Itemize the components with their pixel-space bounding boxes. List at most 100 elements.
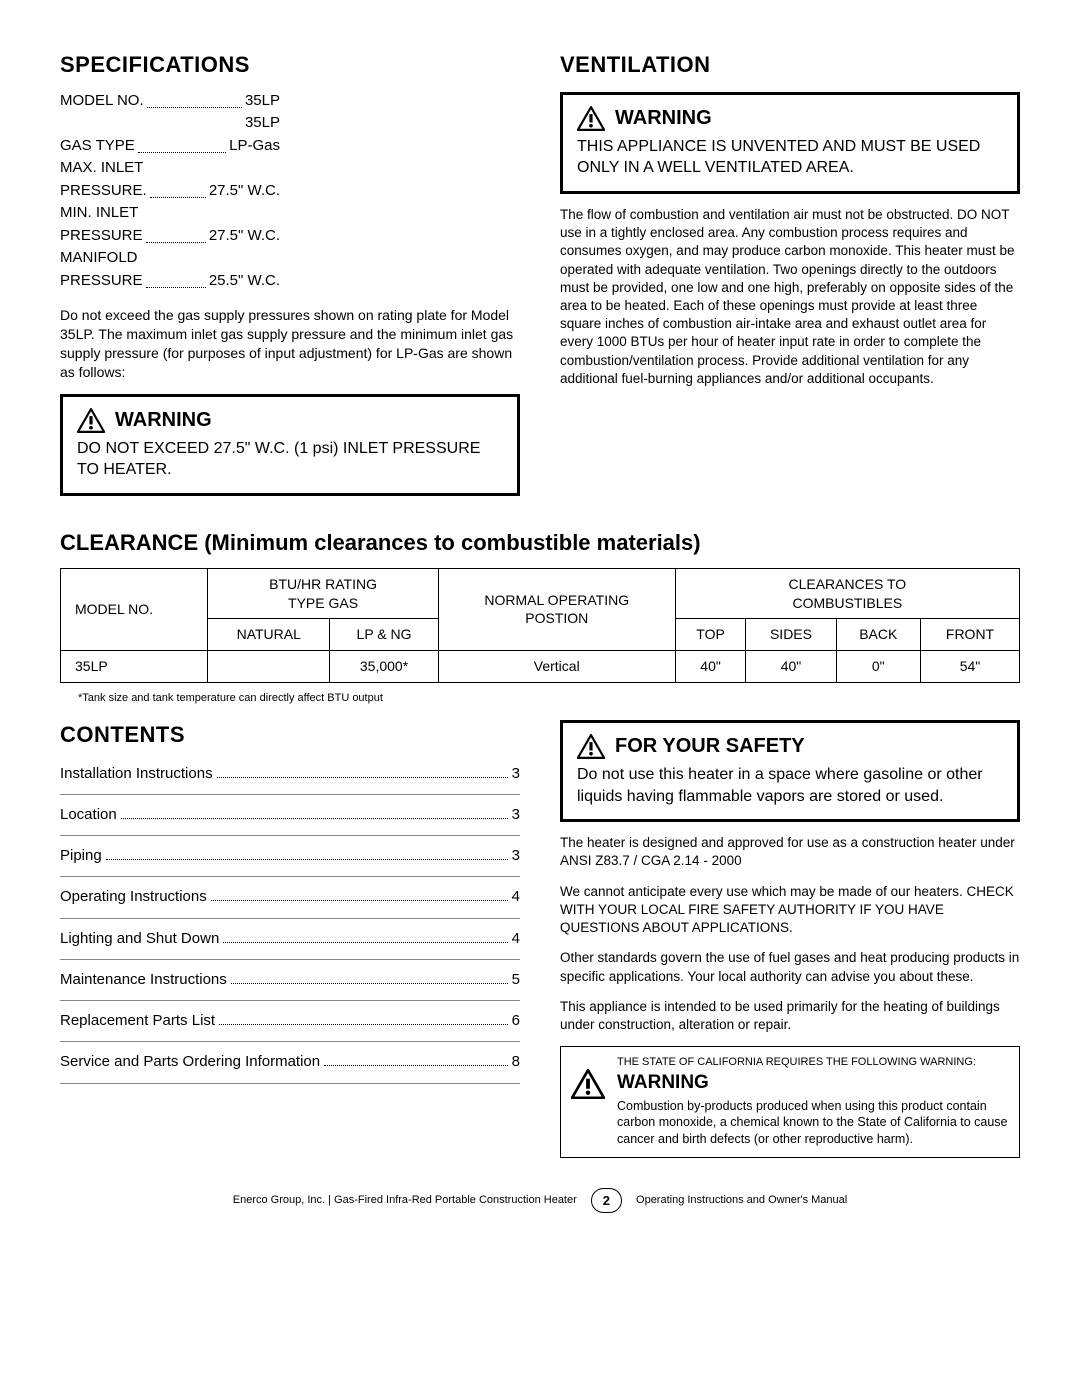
contents-dots xyxy=(223,942,507,943)
th-back: BACK xyxy=(836,619,921,651)
spec-label: MIN. INLET xyxy=(60,202,138,225)
table-data-row: 35LP 35,000* Vertical 40" 40" 0" 54" xyxy=(61,651,1020,683)
bottom-columns: CONTENTS Installation Instructions 3 Loc… xyxy=(60,720,1020,1158)
contents-row: Installation Instructions 3 xyxy=(60,760,520,795)
footer: Enerco Group, Inc. | Gas-Fired Infra-Red… xyxy=(60,1188,1020,1214)
spec-value: LP-Gas xyxy=(229,135,280,158)
th-normal-line2: POSTION xyxy=(525,610,588,626)
th-clear-line1: CLEARANCES TO xyxy=(788,576,906,592)
spec-label: MANIFOLD xyxy=(60,247,138,270)
th-model: MODEL NO. xyxy=(61,568,208,651)
contents-row: Replacement Parts List 6 xyxy=(60,1001,520,1042)
contents-page: 3 xyxy=(512,805,520,825)
contents-row: Service and Parts Ordering Information 8 xyxy=(60,1042,520,1083)
page-number: 2 xyxy=(591,1188,622,1214)
clearance-title: CLEARANCE (Minimum clearances to combust… xyxy=(60,528,1020,558)
ventilation-title: VENTILATION xyxy=(560,50,1020,80)
spec-row-max2: PRESSURE. 27.5" W.C. xyxy=(60,180,280,203)
warning-title: WARNING xyxy=(115,407,212,434)
safety-para1: The heater is designed and approved for … xyxy=(560,834,1020,870)
contents-dots xyxy=(324,1065,508,1066)
ventilation-warning-box: WARNING THIS APPLIANCE IS UNVENTED AND M… xyxy=(560,92,1020,194)
contents-label: Installation Instructions xyxy=(60,764,213,784)
contents-column: CONTENTS Installation Instructions 3 Loc… xyxy=(60,720,520,1158)
ca-warning-box: THE STATE OF CALIFORNIA REQUIRES THE FOL… xyxy=(560,1046,1020,1158)
contents-row: Piping 3 xyxy=(60,836,520,877)
warning-icon xyxy=(77,408,105,433)
contents-label: Location xyxy=(60,805,117,825)
spec-row-man1: MANIFOLD xyxy=(60,247,280,270)
warning-body: DO NOT EXCEED 27.5" W.C. (1 psi) INLET P… xyxy=(77,438,503,481)
spec-dots xyxy=(146,270,206,289)
spec-list: MODEL NO. 35LP 35LP GAS TYPE LP-Gas MAX.… xyxy=(60,90,280,293)
clearance-note: *Tank size and tank temperature can dire… xyxy=(78,691,1020,706)
td-model: 35LP xyxy=(61,651,208,683)
clearance-table: MODEL NO. BTU/HR RATING TYPE GAS NORMAL … xyxy=(60,568,1020,684)
ca-pre: THE STATE OF CALIFORNIA REQUIRES THE FOL… xyxy=(617,1055,1009,1069)
contents-label: Operating Instructions xyxy=(60,887,207,907)
specifications-title: SPECIFICATIONS xyxy=(60,50,520,80)
contents-label: Replacement Parts List xyxy=(60,1011,215,1031)
spec-row-min2: PRESSURE 27.5" W.C. xyxy=(60,225,280,248)
spec-value: 27.5" W.C. xyxy=(209,180,280,203)
th-normal-line1: NORMAL OPERATING xyxy=(484,592,629,608)
contents-row: Operating Instructions 4 xyxy=(60,877,520,918)
warning-icon xyxy=(577,106,605,131)
right-column: VENTILATION WARNING THIS APPLIANCE IS UN… xyxy=(560,50,1020,508)
contents-page: 4 xyxy=(512,887,520,907)
th-sides: SIDES xyxy=(746,619,836,651)
contents-page: 3 xyxy=(512,846,520,866)
contents-row: Location 3 xyxy=(60,795,520,836)
spec-label2: PRESSURE xyxy=(60,225,143,248)
th-clear-line2: COMBUSTIBLES xyxy=(792,595,902,611)
td-natural xyxy=(208,651,330,683)
warning-title: WARNING xyxy=(615,105,712,132)
top-columns: SPECIFICATIONS MODEL NO. 35LP 35LP GAS T… xyxy=(60,50,1020,508)
contents-page: 5 xyxy=(512,970,520,990)
ca-text: THE STATE OF CALIFORNIA REQUIRES THE FOL… xyxy=(617,1055,1009,1147)
contents-page: 3 xyxy=(512,764,520,784)
contents-dots xyxy=(217,777,508,778)
th-top: TOP xyxy=(675,619,746,651)
warning-box-1: WARNING DO NOT EXCEED 27.5" W.C. (1 psi)… xyxy=(60,394,520,496)
spec-note: Do not exceed the gas supply pressures s… xyxy=(60,306,520,382)
contents-page: 4 xyxy=(512,929,520,949)
td-position: Vertical xyxy=(438,651,675,683)
footer-left: Enerco Group, Inc. | Gas-Fired Infra-Red… xyxy=(233,1193,577,1208)
warning-icon xyxy=(571,1069,605,1099)
spec-dots xyxy=(138,135,226,154)
contents-dots xyxy=(121,818,508,819)
td-front: 54" xyxy=(921,651,1020,683)
th-natural: NATURAL xyxy=(208,619,330,651)
td-sides: 40" xyxy=(746,651,836,683)
ca-head: WARNING xyxy=(617,1071,1009,1096)
contents-dots xyxy=(211,900,508,901)
contents-label: Lighting and Shut Down xyxy=(60,929,219,949)
spec-row-model: MODEL NO. 35LP xyxy=(60,90,280,113)
spec-label: GAS TYPE xyxy=(60,135,135,158)
contents-label: Piping xyxy=(60,846,102,866)
contents-dots xyxy=(219,1024,508,1025)
contents-page: 6 xyxy=(512,1011,520,1031)
th-front: FRONT xyxy=(921,619,1020,651)
contents-label: Service and Parts Ordering Information xyxy=(60,1052,320,1072)
spec-row-model2: 35LP xyxy=(60,112,280,135)
warning-head: WARNING xyxy=(77,407,503,434)
th-btu-line2: TYPE GAS xyxy=(288,595,358,611)
contents-dots xyxy=(231,983,508,984)
td-top: 40" xyxy=(675,651,746,683)
spec-value2: 35LP xyxy=(245,112,280,135)
warning-head: WARNING xyxy=(577,105,1003,132)
safety-title: FOR YOUR SAFETY xyxy=(615,733,805,760)
contents-row: Maintenance Instructions 5 xyxy=(60,960,520,1001)
spec-dots xyxy=(146,225,206,244)
safety-body: Do not use this heater in a space where … xyxy=(577,764,1003,807)
spec-label: MAX. INLET xyxy=(60,157,143,180)
ventilation-body: The flow of combustion and ventilation a… xyxy=(560,206,1020,388)
th-lpng: LP & NG xyxy=(330,619,439,651)
contents-dots xyxy=(106,859,508,860)
table-header-row: MODEL NO. BTU/HR RATING TYPE GAS NORMAL … xyxy=(61,568,1020,619)
td-back: 0" xyxy=(836,651,921,683)
left-column: SPECIFICATIONS MODEL NO. 35LP 35LP GAS T… xyxy=(60,50,520,508)
spec-row-man2: PRESSURE 25.5" W.C. xyxy=(60,270,280,293)
